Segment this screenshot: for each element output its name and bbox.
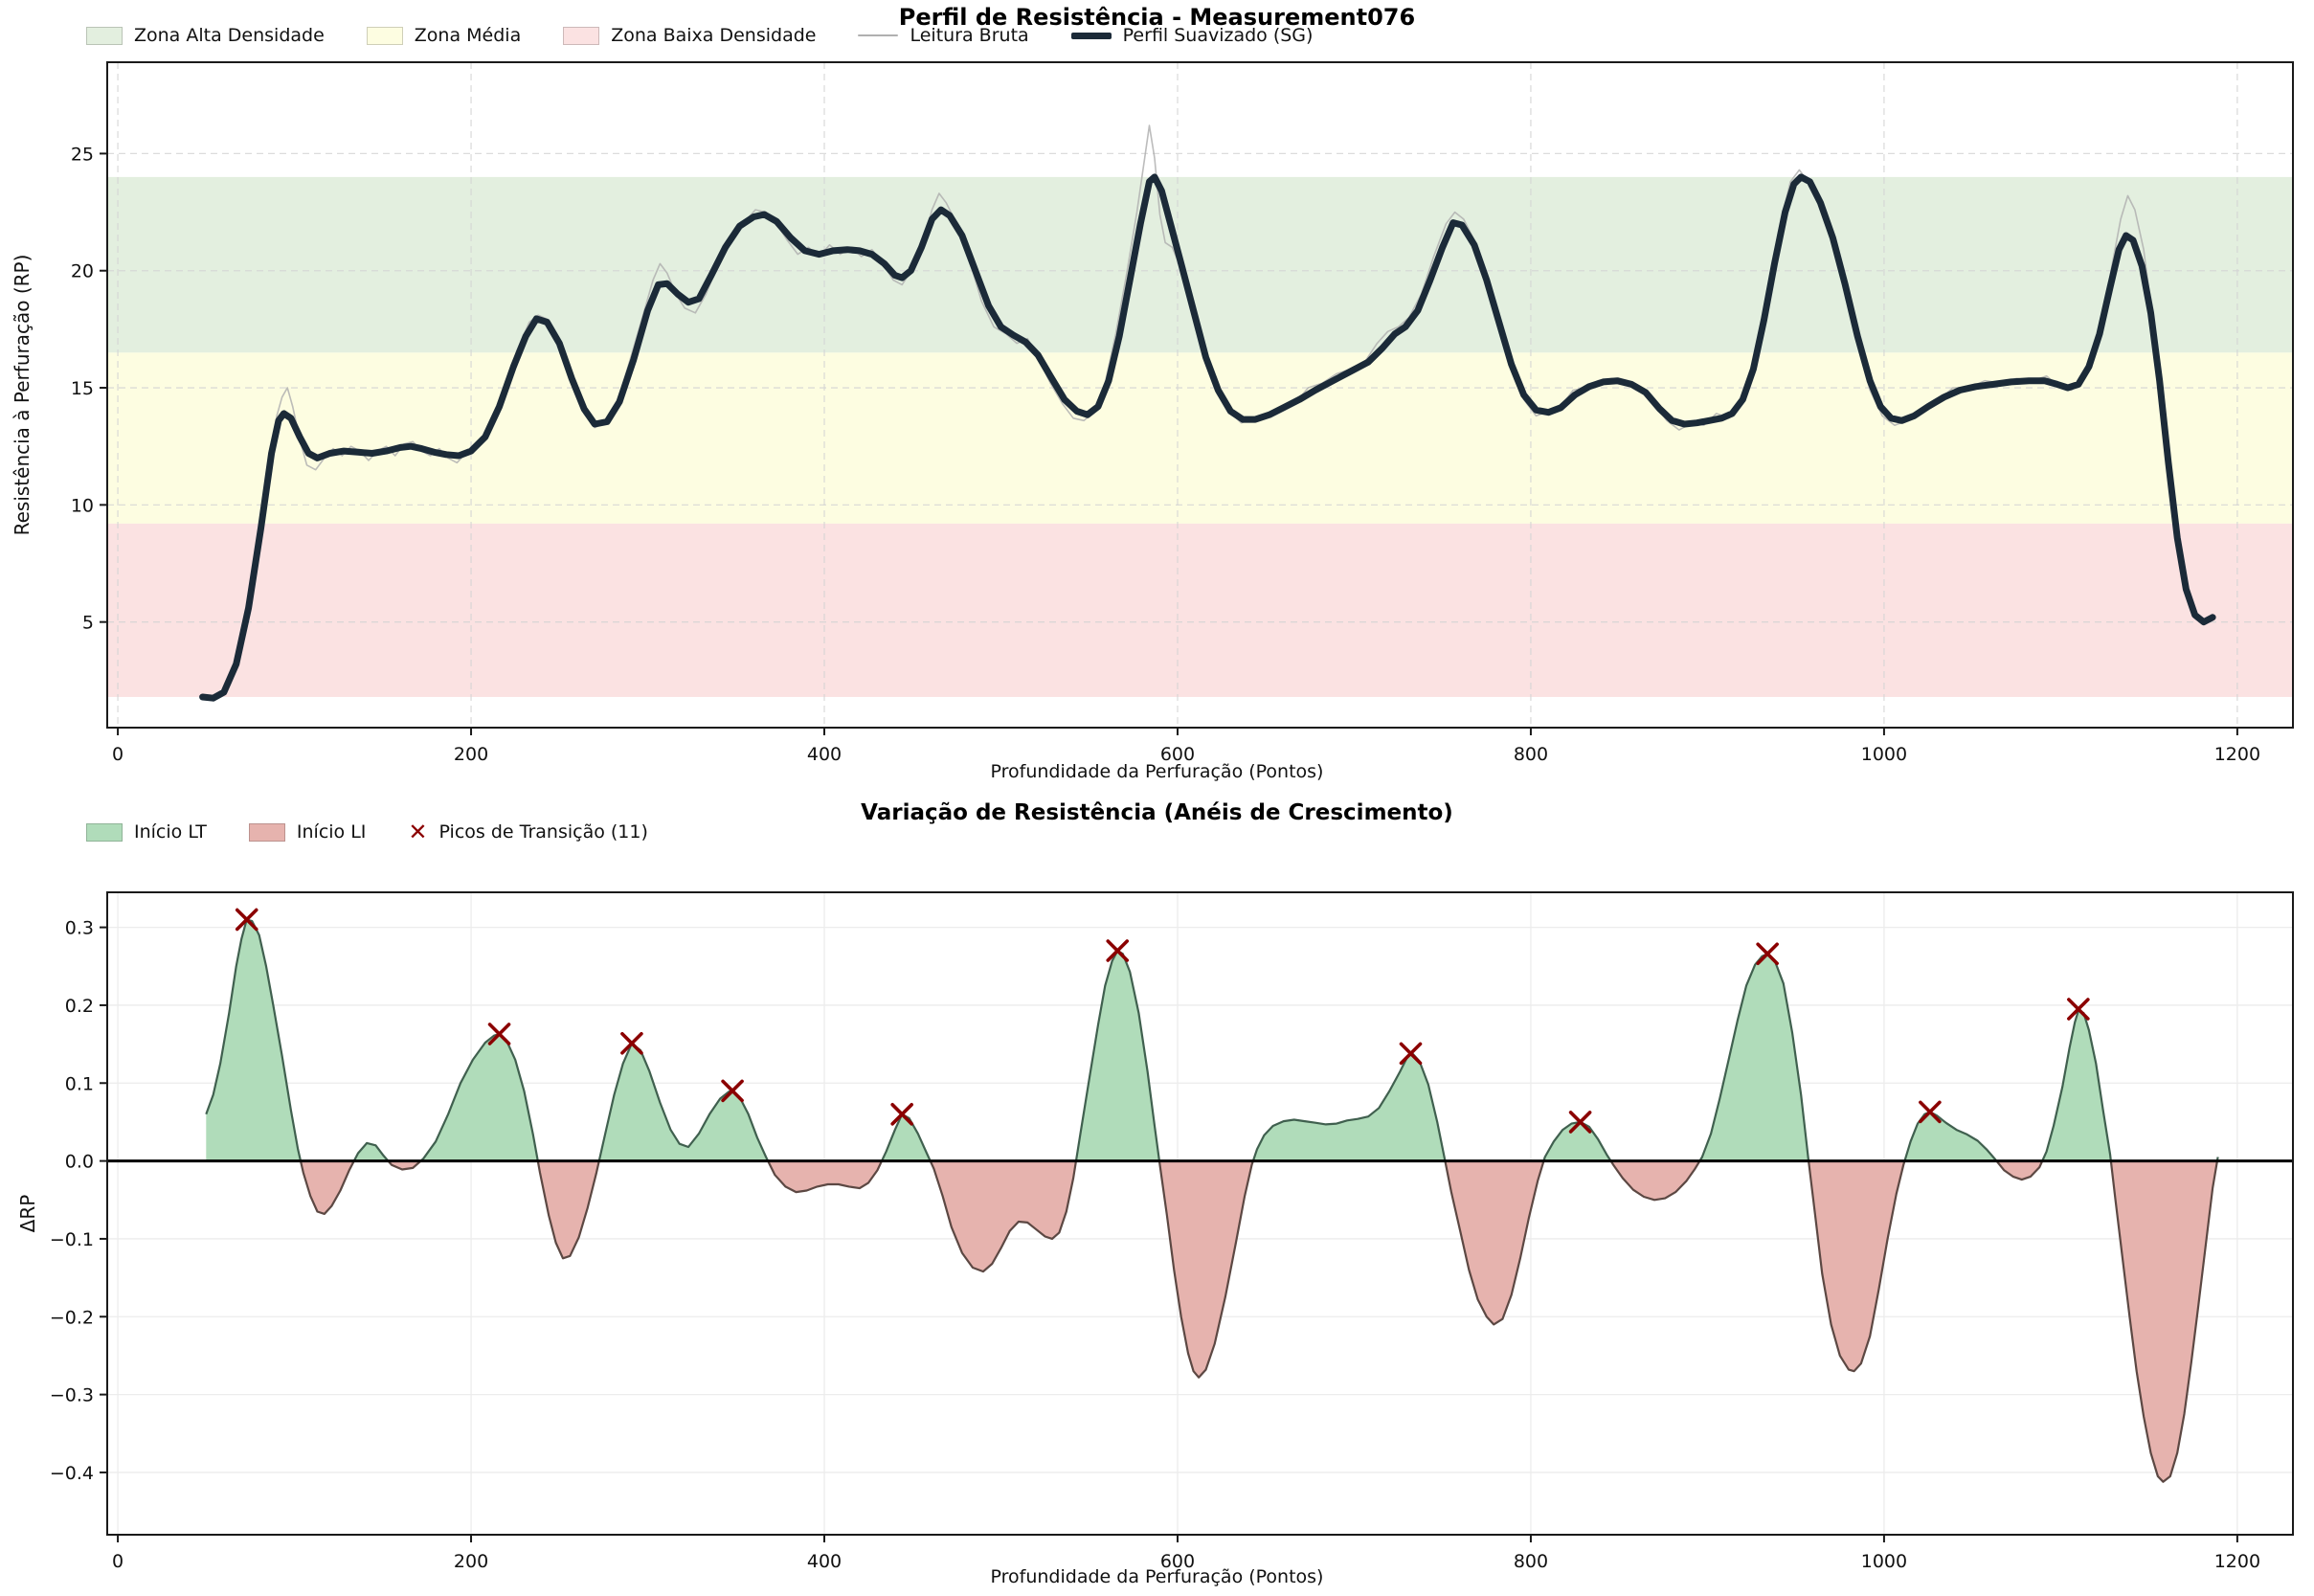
x-tick-label: 600 [1160,1551,1195,1572]
peak-x-marker [487,1023,511,1045]
legend-x-marker-icon: ✕ [408,818,428,845]
plot-border [106,61,2294,729]
peak-x-marker [1106,939,1130,962]
legend-item: Zona Alta Densidade [86,25,325,46]
peak-x-marker [620,1031,643,1055]
y-tick-label: 0.3 [65,918,94,939]
y-tick-label: 25 [71,144,94,165]
bottom-chart-title: Variação de Resistência (Anéis de Cresci… [861,800,1453,825]
y-tick-label: −0.1 [50,1229,94,1250]
x-tick-label: 400 [807,744,842,765]
density-zone-band [107,523,2293,697]
peak-x-marker [721,1079,744,1103]
legend-item: Zona Baixa Densidade [563,25,816,46]
negative-delta-area [301,1160,2217,1482]
x-tick-label: 200 [454,1551,488,1572]
x-tick-label: 1200 [2214,744,2260,765]
x-tick-label: 0 [112,744,124,765]
legend-item: Leitura Bruta [858,25,1029,46]
plot-border [106,891,2294,1536]
legend-item: Zona Média [366,25,522,46]
legend-label: Zona Média [414,25,522,46]
peak-x-marker [890,1102,913,1126]
y-tick-label: −0.3 [50,1385,94,1406]
x-tick-label: 200 [454,744,488,765]
legend-label: Início LT [134,821,207,843]
y-axis-label: Resistência à Perfuração (RP) [11,255,34,536]
resistance-profile-chart: 0 200 400 600 800 1000 1200 5 10 15 20 25 Resistênci… [11,61,2294,765]
x-tick-label: 400 [807,1551,842,1572]
legend-swatch-icon [86,26,123,45]
legend-label: Início LI [296,821,367,843]
y-tick-label: 5 [82,613,94,634]
x-tick-label: 0 [112,1551,124,1572]
y-tick-label: 0.0 [65,1152,94,1173]
legend-label: Perfil Suavizado (SG) [1122,25,1314,46]
peak-x-marker [1919,1100,1942,1124]
legend-label: Leitura Bruta [910,25,1029,46]
y-tick-label: 0.1 [65,1073,94,1094]
peak-x-marker [1399,1042,1423,1066]
bottom-chart-legend: Início LT Início LI ✕ Picos de Transição (1… [86,818,648,845]
y-tick-label: 20 [71,261,94,282]
legend-item: ✕ Picos de Transição (11) [408,818,648,845]
legend-item: Início LT [86,821,207,843]
y-tick-label: 15 [71,378,94,399]
x-tick-label: 1000 [1861,1551,1907,1572]
legend-item: Início LI [248,821,367,843]
y-tick-label: −0.4 [50,1463,94,1484]
peak-x-marker [2067,998,2090,1021]
legend-line-icon [1070,32,1112,39]
top-chart-legend: Zona Alta Densidade Zona Média Zona Baixa … [86,25,1313,46]
top-chart-title: Perfil de Resistência - Measurement076 [898,4,1416,31]
legend-label: Zona Baixa Densidade [611,25,817,46]
legend-label: Zona Alta Densidade [134,25,325,46]
bottom-chart-xlabel: Profundidade da Perfuração (Pontos) [990,1566,1324,1587]
legend-swatch-icon [563,26,600,45]
legend-swatch-icon [366,26,403,45]
legend-label: Picos de Transição (11) [438,821,648,843]
x-tick-label: 1200 [2214,1551,2260,1572]
y-axis-label: ΔRP [16,1195,39,1233]
legend-swatch-icon [248,822,285,842]
legend-line-icon [858,34,899,36]
density-zone-band [107,352,2293,524]
y-tick-label: −0.2 [50,1307,94,1328]
legend-swatch-icon [86,822,123,842]
x-tick-label: 800 [1514,1551,1548,1572]
resistance-variation-chart: 0 200 400 600 800 1000 1200 0.3 0.2 0.1 0.0 −0.1 −0.… [16,891,2294,1572]
delta-curve-negative-edge [299,1160,2219,1483]
peak-x-marker [235,908,258,932]
peak-x-marker [1568,1111,1592,1134]
y-tick-label: 10 [71,495,94,516]
x-tick-label: 1000 [1861,744,1907,765]
top-chart-xlabel: Profundidade da Perfuração (Pontos) [990,761,1324,782]
x-tick-label: 800 [1514,744,1548,765]
peak-x-marker [1756,942,1779,966]
x-tick-label: 600 [1160,744,1195,765]
smoothed-profile-line [199,173,2216,702]
legend-item: Perfil Suavizado (SG) [1070,25,1314,46]
transition-peak-markers [235,908,2090,1134]
y-tick-label: 0.2 [65,996,94,1017]
